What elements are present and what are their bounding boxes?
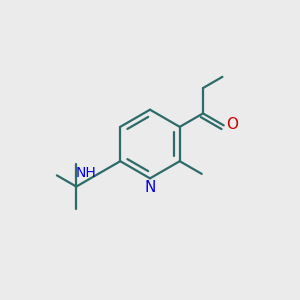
Text: N: N [144,180,156,195]
Text: NH: NH [76,166,97,180]
Text: O: O [226,117,238,132]
